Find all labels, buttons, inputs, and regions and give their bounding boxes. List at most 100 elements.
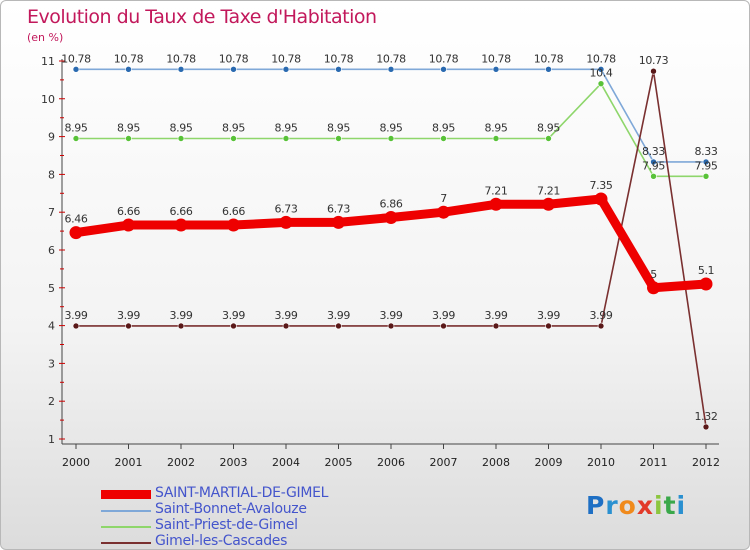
data-label: 10.78 — [61, 52, 91, 65]
data-point — [387, 66, 395, 73]
data-label: 10.78 — [376, 52, 406, 65]
data-point — [69, 226, 83, 240]
data-point — [230, 66, 237, 73]
logo-letter: t — [663, 491, 677, 520]
data-label: 8.95 — [537, 121, 560, 134]
data-point — [335, 135, 342, 142]
data-label: 7.21 — [485, 184, 508, 197]
data-label: 10.4 — [590, 67, 613, 80]
data-label: 10.78 — [219, 52, 249, 65]
data-label: 8.95 — [222, 121, 245, 134]
x-tick-label: 2012 — [692, 456, 720, 469]
legend-label-saint-martial: SAINT-MARTIAL-DE-GIMEL — [155, 485, 329, 501]
logo-letter: i — [676, 491, 687, 520]
data-point — [440, 66, 447, 73]
data-point — [594, 192, 608, 206]
data-point — [174, 218, 188, 232]
data-point — [545, 66, 552, 73]
data-label: 6.73 — [327, 202, 350, 215]
data-point — [335, 322, 342, 330]
data-point — [545, 322, 552, 330]
data-label: 8.95 — [485, 121, 508, 134]
y-tick-label: 4 — [48, 320, 55, 333]
legend-label-saint-bonnet: Saint-Bonnet-Avalouze — [155, 501, 307, 517]
logo-letter: i — [654, 491, 664, 520]
data-point — [72, 66, 80, 73]
data-label: 7.35 — [590, 179, 613, 192]
data-label: 6.46 — [65, 213, 88, 226]
legend-swatch-saint-martial — [101, 490, 151, 499]
data-label: 8.95 — [380, 121, 403, 134]
data-point — [227, 218, 240, 232]
data-point — [440, 322, 447, 330]
data-point — [125, 135, 132, 142]
data-point — [437, 205, 450, 219]
data-label: 8.33 — [642, 145, 665, 158]
data-point — [230, 135, 237, 142]
data-point — [177, 135, 185, 142]
data-label: 3.99 — [327, 309, 350, 322]
y-tick-label: 2 — [48, 395, 55, 408]
data-label: 10.78 — [166, 52, 196, 65]
data-point — [230, 322, 237, 330]
data-label: 3.99 — [485, 309, 508, 322]
y-tick-label: 6 — [48, 244, 55, 257]
data-label: 8.95 — [432, 121, 455, 134]
data-label: 1.32 — [695, 410, 718, 423]
data-point — [647, 281, 660, 295]
data-label: 10.78 — [114, 52, 144, 65]
data-point — [332, 215, 345, 229]
data-point — [489, 197, 503, 211]
x-tick-label: 2009 — [535, 456, 563, 469]
data-label: 8.95 — [327, 121, 350, 134]
data-point — [597, 80, 605, 87]
x-tick-label: 2002 — [167, 456, 195, 469]
data-point — [387, 322, 395, 330]
data-point — [492, 66, 500, 73]
data-point — [177, 322, 185, 330]
data-label: 3.99 — [117, 309, 140, 322]
legend-swatch-saint-bonnet — [101, 510, 151, 512]
data-label: 8.95 — [170, 121, 193, 134]
data-label: 3.99 — [537, 309, 560, 322]
data-label: 10.78 — [324, 52, 354, 65]
data-point — [282, 66, 290, 73]
data-label: 3.99 — [222, 309, 245, 322]
series-line-1 — [75, 68, 707, 163]
data-label: 3.99 — [432, 309, 455, 322]
data-label: 6.66 — [117, 205, 140, 218]
y-tick-label: 8 — [48, 168, 55, 181]
data-point — [492, 322, 500, 330]
legend-swatch-gimel — [101, 542, 151, 544]
data-point — [597, 322, 605, 330]
data-label: 8.95 — [117, 121, 140, 134]
x-tick-label: 2007 — [430, 456, 458, 469]
data-label: 7.95 — [642, 159, 665, 172]
data-label: 3.99 — [170, 309, 193, 322]
data-point — [72, 135, 80, 142]
data-point — [650, 172, 657, 180]
data-label: 10.78 — [586, 52, 616, 65]
data-label: 8.95 — [275, 121, 298, 134]
y-tick-label: 7 — [48, 206, 55, 219]
data-label: 3.99 — [65, 309, 88, 322]
data-label: 6.86 — [380, 197, 403, 210]
chart-title: Evolution du Taux de Taxe d'Habitation — [27, 6, 377, 28]
data-point — [279, 215, 293, 229]
data-label: 5 — [650, 268, 657, 281]
y-tick-label: 1 — [48, 433, 55, 446]
x-tick-label: 2004 — [272, 456, 300, 469]
data-point — [282, 322, 290, 330]
x-tick-label: 2011 — [640, 456, 668, 469]
data-label: 10.78 — [429, 52, 459, 65]
data-point — [125, 66, 132, 73]
data-point — [282, 135, 290, 142]
data-point — [542, 197, 555, 211]
data-point — [335, 66, 342, 73]
data-label: 8.33 — [695, 145, 718, 158]
legend-swatch-saint-priest — [101, 526, 151, 528]
data-point — [702, 158, 710, 166]
data-label: 8.95 — [65, 121, 88, 134]
